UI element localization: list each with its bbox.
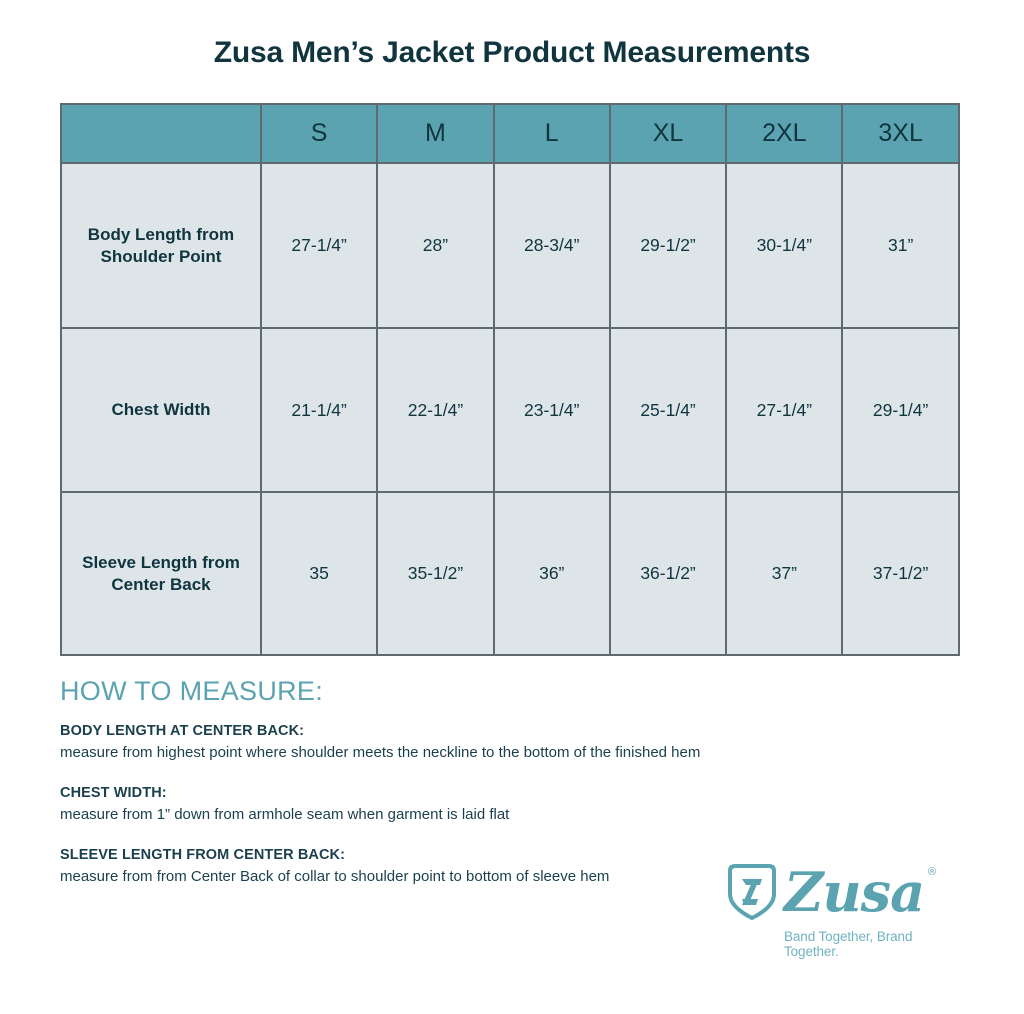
- cell-sleeve-length-2xl: 37”: [725, 491, 844, 656]
- how-to-measure-description: measure from highest point where shoulde…: [60, 744, 701, 762]
- table-row: Sleeve Length from Center Back 35 35-1/2…: [60, 491, 960, 656]
- table-row: Body Length from Shoulder Point 27-1/4” …: [60, 162, 960, 329]
- cell-body-length-m: 28”: [376, 162, 495, 329]
- cell-sleeve-length-xl: 36-1/2”: [608, 491, 728, 656]
- how-to-measure-item-chest-width: CHEST WIDTH: measure from 1” down from a…: [60, 783, 720, 826]
- column-header-m: M: [376, 103, 495, 164]
- cell-chest-width-m: 22-1/4”: [376, 327, 495, 493]
- logo-wordmark: Zusa ®: [784, 865, 936, 919]
- how-to-measure-item-body-length: BODY LENGTH AT CENTER BACK: measure from…: [60, 721, 720, 764]
- cell-chest-width-xl: 25-1/4”: [608, 327, 728, 493]
- column-header-3xl: 3XL: [841, 103, 960, 164]
- how-to-measure-heading: HOW TO MEASURE:: [60, 676, 324, 706]
- cell-body-length-2xl: 30-1/4”: [725, 162, 844, 329]
- table-header-row: S M L XL 2XL 3XL: [60, 103, 960, 164]
- column-header-l: L: [492, 103, 611, 164]
- logo-wordmark-text: Zusa: [784, 860, 925, 924]
- registered-trademark-icon: ®: [927, 866, 936, 878]
- column-header-s: S: [259, 103, 379, 164]
- zusa-logo: Zusa ® Band Together, Brand Together.: [726, 861, 970, 959]
- column-header-xl: XL: [608, 103, 728, 164]
- cell-chest-width-l: 23-1/4”: [492, 327, 611, 493]
- how-to-measure-description: measure from 1” down from armhole seam w…: [60, 805, 510, 823]
- cell-chest-width-2xl: 27-1/4”: [725, 327, 844, 493]
- page-title: Zusa Men’s Jacket Product Measurements: [213, 36, 811, 69]
- logo-row: Zusa ®: [726, 861, 970, 923]
- cell-body-length-l: 28-3/4”: [492, 162, 611, 329]
- how-to-measure-term: CHEST WIDTH:: [60, 784, 167, 801]
- cell-chest-width-s: 21-1/4”: [259, 327, 379, 493]
- row-label-chest-width: Chest Width: [60, 327, 262, 493]
- cell-sleeve-length-l: 36”: [492, 491, 611, 656]
- row-label-body-length: Body Length from Shoulder Point: [60, 162, 262, 329]
- logo-tagline: Band Together, Brand Together.: [784, 929, 913, 959]
- how-to-measure-description: measure from from Center Back of collar …: [60, 867, 610, 885]
- cell-sleeve-length-m: 35-1/2”: [376, 491, 495, 656]
- table-body: Body Length from Shoulder Point 27-1/4” …: [60, 162, 960, 656]
- cell-chest-width-3xl: 29-1/4”: [841, 327, 960, 493]
- cell-body-length-s: 27-1/4”: [259, 162, 379, 329]
- table-header: S M L XL 2XL 3XL: [60, 103, 960, 164]
- how-to-measure-term: SLEEVE LENGTH FROM CENTER BACK:: [60, 846, 346, 863]
- cell-sleeve-length-3xl: 37-1/2”: [841, 491, 960, 656]
- how-to-measure-term: BODY LENGTH AT CENTER BACK:: [60, 723, 305, 739]
- how-to-measure-section: HOW TO MEASURE: BODY LENGTH AT CENTER BA…: [60, 676, 720, 887]
- cell-body-length-3xl: 31”: [841, 162, 960, 329]
- column-header-2xl: 2XL: [725, 103, 844, 164]
- cell-sleeve-length-s: 35: [259, 491, 379, 656]
- how-to-measure-item-sleeve-length: SLEEVE LENGTH FROM CENTER BACK: measure …: [60, 845, 720, 888]
- table-row: Chest Width 21-1/4” 22-1/4” 23-1/4” 25-1…: [60, 327, 960, 493]
- product-measurements-table: S M L XL 2XL 3XL Body Length from Should…: [60, 103, 960, 656]
- cell-body-length-xl: 29-1/2”: [608, 162, 728, 329]
- shield-icon: [728, 864, 776, 921]
- table-corner-cell: [60, 103, 262, 164]
- row-label-sleeve-length: Sleeve Length from Center Back: [60, 491, 262, 656]
